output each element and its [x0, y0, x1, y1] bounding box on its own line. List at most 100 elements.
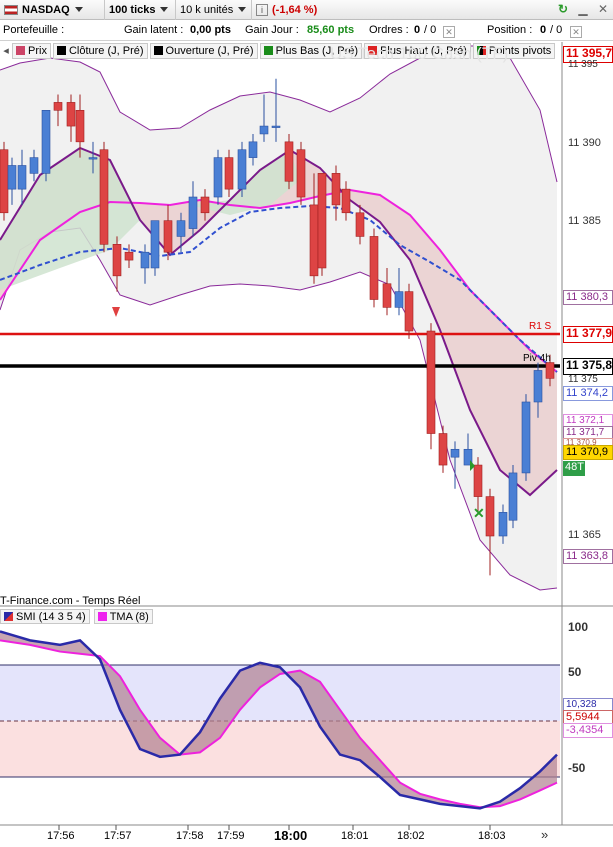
candle-body: [213, 157, 223, 198]
gain-latent-label: Gain latent :: [124, 24, 184, 36]
legend-cloture[interactable]: Clôture (J, Pré): [52, 42, 148, 59]
legend-swatch: [153, 46, 163, 55]
refresh-icon[interactable]: ↻: [557, 2, 569, 16]
price-tick: 11 365: [568, 529, 601, 541]
price-tick: 11 395: [568, 59, 598, 70]
candle-body: [29, 157, 39, 174]
chevron-down-icon: [238, 7, 247, 12]
chart-legend: ◂ Prix Clôture (J, Pré) Ouverture (J, Pr…: [0, 42, 560, 59]
legend-label: TMA (8): [109, 610, 149, 623]
legend-swatch: [368, 46, 378, 55]
instrument-name: NASDAQ: [22, 3, 70, 16]
price-tick: 11 375: [568, 374, 598, 385]
position-label: Position :: [487, 24, 533, 36]
legend-ouverture[interactable]: Ouverture (J, Pré): [149, 42, 258, 59]
time-label: 18:03: [478, 830, 506, 842]
gain-jour-label: Gain Jour :: [245, 24, 299, 36]
candle-body: [473, 464, 483, 497]
price-label-374: 11 374,2: [563, 386, 613, 401]
candle-body: [259, 125, 269, 135]
time-label: 18:01: [341, 830, 369, 842]
position-value: 0: [540, 24, 547, 36]
candle-body: [88, 157, 98, 160]
time-label: 17:58: [176, 830, 204, 842]
legend-prix[interactable]: Prix: [12, 42, 51, 59]
price-label-top: 11 395,7: [563, 46, 613, 63]
ticks-selector[interactable]: 100 ticks: [105, 0, 176, 20]
chevron-down-icon: [74, 7, 83, 12]
candle-body: [140, 251, 150, 269]
legend-label: Prix: [28, 44, 47, 57]
candle-body: [41, 110, 51, 174]
smi-legend: SMI (14 3 5 4) TMA (8): [0, 609, 155, 624]
candle-body: [7, 165, 17, 190]
candle-body: [355, 212, 365, 237]
time-label: 17:57: [104, 830, 132, 842]
legend-label: Points pivots: [488, 44, 552, 57]
candle-body: [176, 220, 186, 237]
candle-body: [163, 220, 173, 253]
candle-body: [382, 283, 392, 308]
legend-swatch: [476, 46, 486, 55]
legend-label: Plus Haut (J, Pré): [380, 44, 467, 57]
legend-points-pivots[interactable]: Points pivots: [472, 42, 556, 59]
legend-plus-haut[interactable]: Plus Haut (J, Pré): [364, 42, 471, 59]
candle-body: [545, 362, 555, 379]
units-selector[interactable]: 10 k unités: [176, 0, 252, 20]
buy-cross-marker: ✕: [473, 505, 485, 521]
candle-body: [508, 472, 518, 521]
legend-swatch: [4, 612, 13, 621]
legend-tma[interactable]: TMA (8): [93, 609, 153, 624]
legend-smi[interactable]: SMI (14 3 5 4): [0, 609, 90, 624]
close-icon[interactable]: ✕: [597, 2, 609, 16]
scroll-left-icon[interactable]: ◂: [3, 45, 9, 57]
portfolio-status-bar: Portefeuille : Gain latent : 0,00 pts Ga…: [0, 21, 613, 41]
ticks-label: 100 ticks: [109, 3, 156, 16]
time-label: 18:00: [274, 828, 308, 843]
candle-body: [438, 433, 448, 466]
smi-oversold-zone: [0, 721, 560, 777]
info-icon[interactable]: i: [256, 3, 268, 16]
time-label: 17:56: [47, 830, 75, 842]
window-controls: ↻ ▁ ✕: [555, 1, 611, 17]
candle-body: [124, 251, 134, 261]
candle-body: [75, 110, 85, 143]
signal-marker: [470, 460, 475, 471]
candle-body: [17, 165, 27, 190]
time-label: 18:02: [397, 830, 425, 842]
pivot-label: Piv 4h: [523, 353, 551, 364]
candle-body: [150, 220, 160, 269]
candle-body: [99, 149, 109, 245]
candle-body: [0, 149, 9, 214]
change-percent: (-1,64 %): [272, 3, 318, 16]
double-chevron-right-icon[interactable]: »: [541, 827, 549, 842]
price-label-band-lower: 11 363,8: [563, 549, 613, 564]
candle-body: [331, 173, 341, 206]
minimize-icon[interactable]: ▁: [578, 2, 588, 16]
candle-body: [426, 330, 436, 434]
candle-body: [112, 244, 122, 277]
candle-body: [66, 102, 76, 127]
ordres-close-icon[interactable]: ✕: [440, 24, 455, 38]
candle-body: [296, 149, 306, 198]
smi-signal-line: [0, 639, 558, 809]
legend-swatch: [97, 612, 107, 621]
ordres-value: 0: [414, 24, 421, 36]
gain-latent-value: 0,00 pts: [190, 24, 231, 36]
instrument-watermark: US Tech 100 Cash (TF): [330, 44, 509, 63]
smi-fill: [0, 631, 557, 809]
candle-body: [485, 496, 495, 537]
price-tick: 11 390: [568, 137, 601, 149]
price-label-r1: 11 377,9: [563, 326, 613, 343]
legend-label: Ouverture (J, Pré): [165, 44, 254, 57]
instrument-selector[interactable]: NASDAQ: [0, 0, 105, 20]
legend-swatch: [56, 46, 66, 55]
candle-body: [369, 236, 379, 300]
legend-plus-bas[interactable]: Plus Bas (J, Pré): [259, 42, 363, 59]
gain-jour-value: 85,60 pts: [307, 24, 355, 36]
position-close-icon[interactable]: ✕: [567, 24, 582, 38]
price-label-band-upper: 11 380,3: [563, 290, 613, 305]
smi-line: [0, 630, 558, 810]
